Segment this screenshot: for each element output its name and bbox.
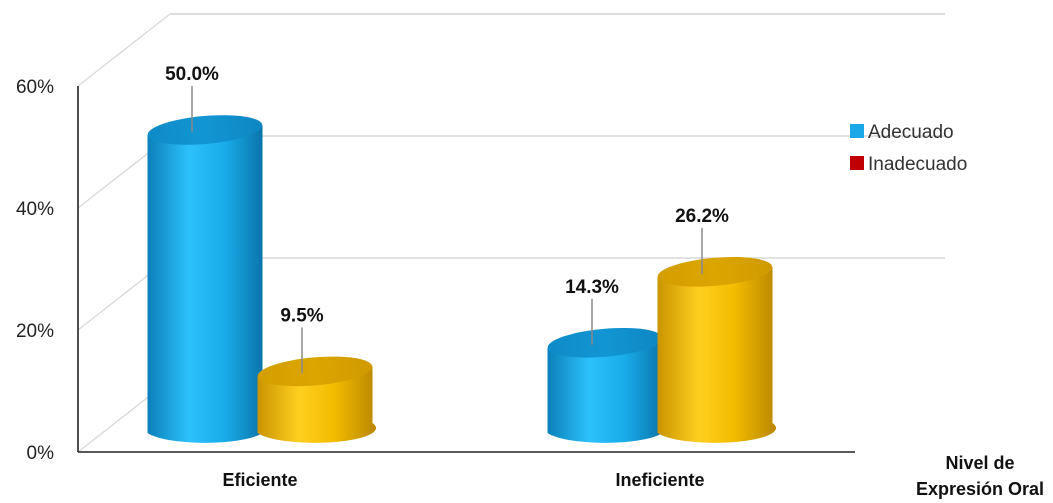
- y-tick-label: 20%: [16, 321, 54, 342]
- legend-label-inadecuado: Inadecuado: [868, 154, 967, 175]
- category-labels: Eficiente Ineficiente: [222, 470, 704, 490]
- y-tick-label: 60%: [16, 77, 54, 98]
- bar-adecuado-ineficiente: [547, 327, 667, 443]
- data-label-inadecuado-ineficiente: 26.2%: [675, 206, 729, 227]
- legend-swatch-adecuado: [850, 124, 864, 138]
- y-tick-label: 0%: [27, 443, 55, 464]
- y-axis-ticks: 0% 20% 40% 60%: [16, 77, 54, 464]
- category-label-eficiente: Eficiente: [222, 470, 297, 490]
- y-tick-label: 40%: [16, 199, 54, 220]
- legend-label-adecuado: Adecuado: [868, 122, 954, 143]
- category-label-ineficiente: Ineficiente: [615, 470, 704, 490]
- data-label-adecuado-ineficiente: 14.3%: [565, 277, 619, 298]
- axes: [77, 86, 855, 453]
- legend-swatch-inadecuado: [850, 156, 864, 170]
- data-label-adecuado-eficiente: 50.0%: [165, 64, 219, 85]
- x-axis-title-line-1: Nivel de: [945, 453, 1014, 473]
- bar-inadecuado-eficiente: [257, 356, 377, 443]
- data-label-inadecuado-eficiente: 9.5%: [280, 305, 323, 326]
- gridlines: [77, 13, 945, 453]
- bar-inadecuado-ineficiente: [657, 257, 777, 443]
- bars: [147, 115, 777, 443]
- x-axis-title-line-2: Expresión Oral: [916, 479, 1044, 499]
- bar-adecuado-eficiente: [147, 115, 267, 443]
- x-axis-title: Nivel de Expresión Oral: [916, 453, 1044, 499]
- legend: Adecuado Inadecuado: [850, 122, 967, 175]
- data-labels: 50.0% 9.5% 14.3% 26.2%: [165, 64, 729, 374]
